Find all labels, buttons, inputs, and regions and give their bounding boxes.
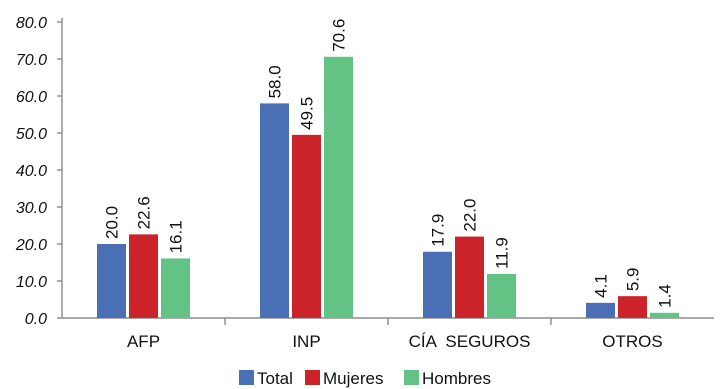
y-axis: 0.0 10.0 20.0 30.0 40.0 50.0 60.0 70.0 80.0	[15, 15, 63, 328]
legend-label-mujeres: Mujeres	[323, 369, 383, 388]
data-label: 20.0	[103, 206, 122, 239]
bar-hombres	[487, 273, 516, 318]
bar-mujeres	[292, 134, 321, 318]
bar-hombres	[161, 258, 190, 318]
x-category-label: INP	[292, 332, 320, 351]
legend: Total Mujeres Hombres	[239, 369, 491, 388]
data-label: 1.4	[656, 284, 675, 308]
bar-total	[586, 302, 615, 318]
x-category-label: AFP	[127, 332, 160, 351]
bars: 20.0 22.6 16.1 58.0 49.5 70.6 17.9 22.0 11.9 4.1 5…	[97, 19, 679, 319]
data-label: 5.9	[624, 268, 643, 292]
y-tick-label: 80.0	[16, 15, 47, 32]
legend-label-hombres: Hombres	[422, 369, 491, 388]
bar-mujeres	[618, 296, 647, 318]
bar-total	[260, 103, 289, 319]
data-label: 70.6	[330, 19, 349, 52]
x-category-label: OTROS	[602, 332, 662, 351]
bar-hombres	[324, 56, 353, 318]
y-tick-label: 10.0	[16, 274, 47, 291]
y-tick-label: 0.0	[25, 311, 47, 328]
legend-swatch-total	[239, 370, 254, 385]
y-tick-label: 40.0	[16, 163, 47, 180]
legend-swatch-mujeres	[305, 370, 320, 385]
data-label: 4.1	[592, 274, 611, 298]
legend-label-total: Total	[257, 369, 293, 388]
y-tick-label: 60.0	[16, 89, 47, 106]
x-axis: AFP INP CÍA SEGUROS OTROS	[62, 317, 714, 351]
y-tick-label: 70.0	[16, 52, 47, 69]
bar-total	[97, 244, 126, 318]
x-category-label: CÍA SEGUROS	[409, 332, 531, 351]
data-label: 11.9	[493, 237, 512, 269]
data-label: 22.6	[135, 196, 154, 229]
bar-total	[423, 251, 452, 318]
y-tick-label: 20.0	[15, 237, 47, 254]
bar-mujeres	[455, 236, 484, 318]
y-tick-label: 30.0	[16, 200, 47, 217]
data-label: 16.1	[167, 220, 186, 253]
bar-mujeres	[129, 234, 158, 318]
data-label: 49.5	[298, 97, 317, 130]
y-tick-label: 50.0	[16, 126, 47, 143]
data-label: 58.0	[266, 65, 285, 98]
bar-hombres	[650, 312, 679, 318]
data-label: 17.9	[429, 214, 448, 247]
legend-swatch-hombres	[404, 370, 419, 385]
data-label: 22.0	[461, 199, 480, 232]
